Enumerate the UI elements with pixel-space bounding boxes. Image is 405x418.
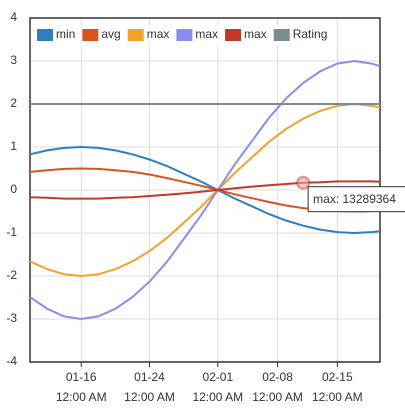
legend-swatch	[37, 29, 53, 41]
y-tick-label: 0	[10, 182, 17, 196]
y-tick-label: 3	[10, 53, 17, 67]
x-tick-label: 02-08	[262, 370, 293, 384]
tooltip-text: max: 13289364	[313, 192, 396, 206]
legend-swatch	[176, 29, 193, 41]
x-tick-label: 02-15	[322, 370, 353, 384]
legend-swatch	[82, 29, 99, 41]
x-tick-label: 12:00 AM	[252, 390, 303, 404]
legend-label: max	[147, 27, 170, 41]
x-tick-label: 12:00 AM	[312, 390, 363, 404]
y-tick-label: -1	[6, 225, 17, 239]
series-line	[29, 102, 381, 278]
tooltip-box	[307, 186, 405, 213]
y-tick-label: 4	[10, 10, 17, 24]
x-tick-label: 12:00 AM	[124, 390, 175, 404]
x-tick-label: 01-16	[66, 370, 97, 384]
series-line	[29, 180, 381, 200]
legend-label: avg	[101, 27, 120, 41]
x-tick-label: 12:00 AM	[56, 390, 107, 404]
hover-marker	[296, 175, 311, 190]
y-tick-label: 1	[10, 139, 17, 153]
legend-label: min	[56, 27, 75, 41]
legend-label: max	[195, 27, 218, 41]
series-line	[29, 59, 381, 321]
series-line	[29, 145, 381, 235]
legend-label: max	[244, 27, 267, 41]
y-tick-label: -2	[6, 268, 17, 282]
legend-swatch	[127, 29, 144, 41]
legend-swatch	[225, 29, 242, 41]
y-tick-label: -4	[6, 354, 17, 368]
y-tick-label: -3	[6, 311, 17, 325]
y-tick-label: 2	[10, 96, 17, 110]
x-tick-label: 01-24	[134, 370, 165, 384]
x-tick-label: 02-01	[202, 370, 233, 384]
legend-label: Rating	[293, 27, 328, 41]
x-tick-label: 12:00 AM	[192, 390, 243, 404]
legend-swatch	[273, 29, 290, 41]
legend-box	[32, 25, 316, 46]
